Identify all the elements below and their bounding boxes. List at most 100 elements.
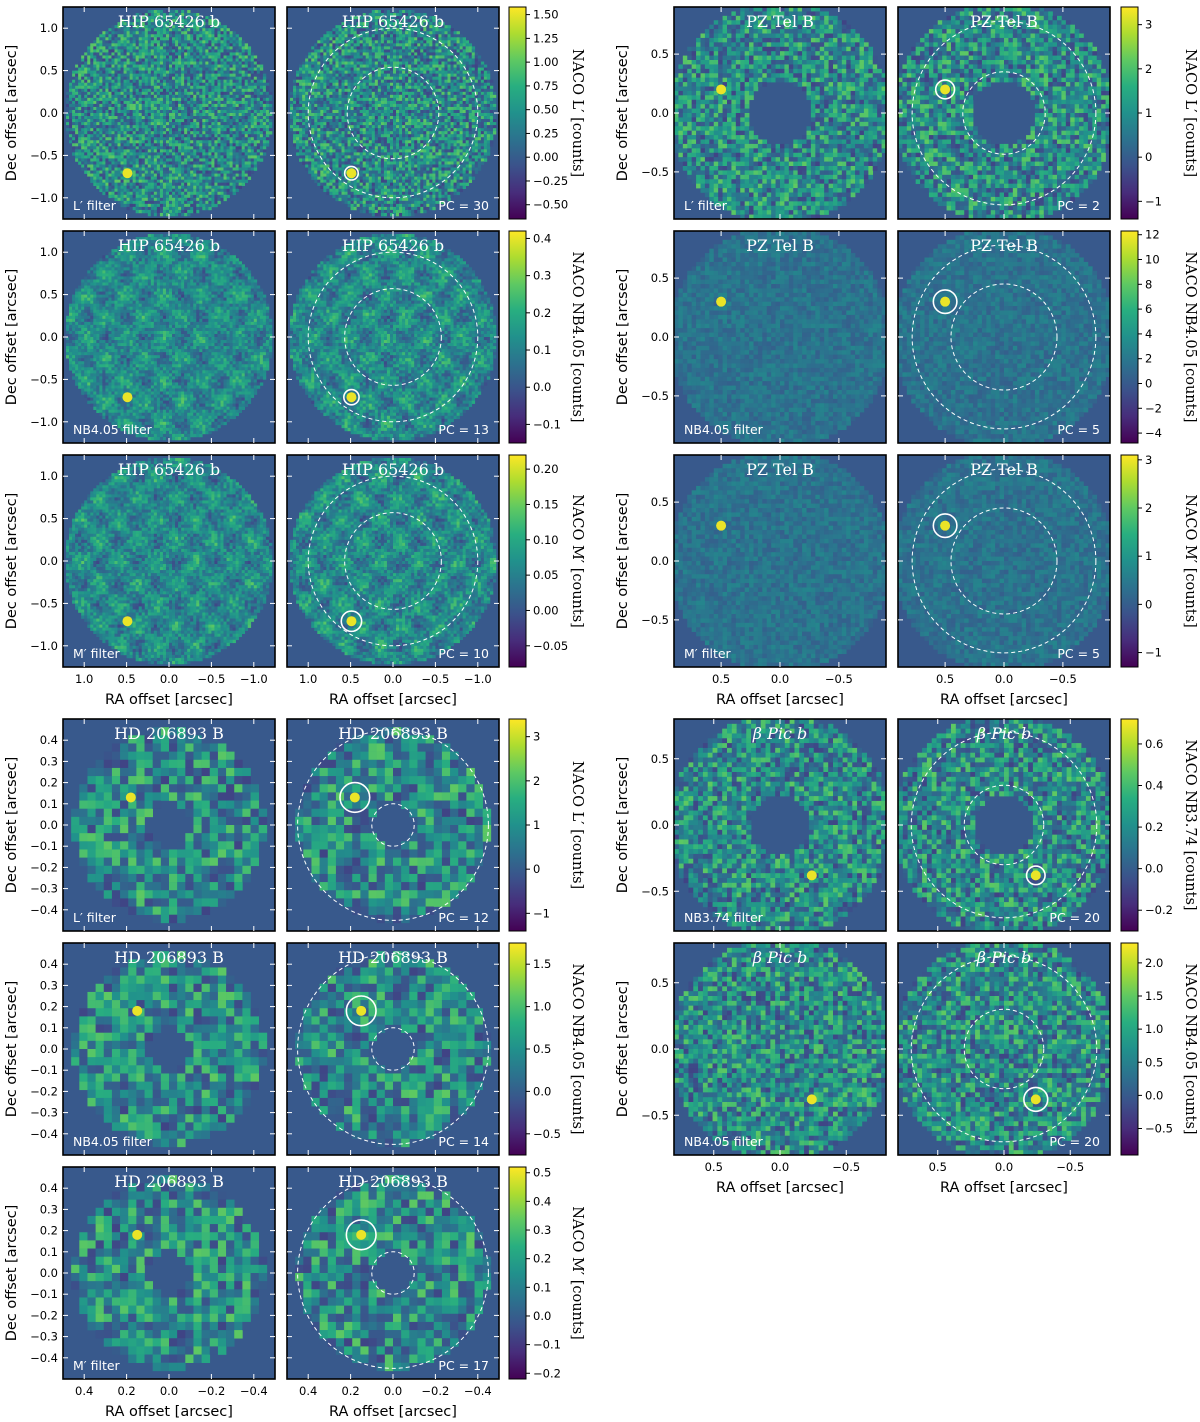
- colorbar-tick-label: 0: [1145, 150, 1152, 164]
- figure-row: PZ Tel B NB4.05 filter 0.5 0.0 −0.5 Dec offse…: [615, 228, 1198, 444]
- colorbar-tick-label: 0.4: [1145, 779, 1163, 793]
- colorbar: 0.5 0.4 0.3 0.2 0.1 0.0 −0.1 −0.2 NACO M′ [count…: [508, 1166, 585, 1380]
- residual-panel: HD 206893 B PC = 17 0.4 0.2 0.0 −0.2 −0.4 RA of…: [286, 1166, 500, 1420]
- annulus-ring: [911, 244, 1097, 430]
- figure-row: HIP 65426 b NB4.05 filter 1.0 0.5 0.0 −0.5 −1.…: [4, 230, 585, 444]
- colorbar-tick-label: 0.5: [533, 1042, 551, 1056]
- y-tick-label: −0.5: [641, 884, 669, 898]
- colorbar-label: NACO NB4.05 [counts]: [1182, 963, 1198, 1134]
- residual-panel: HIP 65426 b PC = 13: [286, 230, 500, 444]
- annulus-ring: [307, 27, 479, 199]
- annulus-ring: [297, 1177, 489, 1369]
- colorbar-gradient: [508, 718, 527, 932]
- y-tick-label: 0.0: [651, 554, 669, 568]
- aperture-circle: [1023, 1086, 1049, 1113]
- colorbar-label: NACO NB4.05 [counts]: [569, 963, 585, 1134]
- noise-image: [71, 727, 268, 924]
- y-tick-label: −0.3: [30, 1106, 58, 1120]
- x-tick-label: 0.2: [341, 1384, 359, 1398]
- y-tick-label: −0.5: [641, 165, 669, 179]
- detection-panel: PZ Tel B M′ filter 0.5 0.0 −0.5 0.5 0.0 −0.5 Dec…: [615, 454, 887, 708]
- aperture-circle: [1025, 865, 1046, 886]
- annulus-ring: [344, 288, 442, 386]
- aperture-circle: [343, 388, 360, 406]
- aperture-circle: [932, 289, 958, 315]
- colorbar-tick-label: 0.15: [533, 497, 559, 511]
- aperture-circle: [932, 513, 958, 539]
- residual-panel: PZ Tel B PC = 2: [897, 6, 1111, 220]
- x-tick-label: −0.2: [421, 1384, 449, 1398]
- colorbar-gradient: [1120, 942, 1139, 1156]
- aperture-circle: [339, 781, 371, 814]
- x-tick-label: −0.5: [832, 1160, 860, 1174]
- colorbar-gradient: [508, 942, 527, 1156]
- companion-source: [1030, 870, 1041, 881]
- colorbar-tick-label: 10: [1145, 253, 1160, 267]
- companion-source: [132, 1005, 143, 1016]
- companion-source: [716, 84, 727, 95]
- x-tick-label: 0.5: [705, 1160, 723, 1174]
- companion-source: [132, 1229, 143, 1240]
- y-axis-label: Dec offset [arcsec]: [4, 981, 20, 1118]
- y-tick-label: 0.5: [40, 288, 58, 302]
- pc-label: PC = 5: [1057, 422, 1100, 437]
- x-tick-label: −0.5: [825, 672, 853, 686]
- x-axis-label: RA offset [arcsec]: [329, 692, 457, 708]
- filter-label: L′ filter: [73, 198, 117, 213]
- companion-source: [349, 792, 360, 803]
- detection-panel: β Pic b NB4.05 filter 0.5 0.0 −0.5 0.5 0.0 −0.5…: [615, 942, 887, 1196]
- colorbar-tick-label: −0.5: [533, 1127, 561, 1141]
- colorbar-tick-label: 0.4: [533, 231, 551, 245]
- x-axis-label: RA offset [arcsec]: [105, 692, 233, 708]
- y-tick-label: 0.5: [651, 47, 669, 61]
- annulus-ring: [344, 512, 442, 610]
- y-tick-label: 0.3: [40, 754, 58, 768]
- colorbar-tick-label: −1: [1145, 194, 1162, 208]
- colorbar-tick-label: 3: [533, 730, 540, 744]
- colorbar-label: NACO M′ [counts]: [1182, 494, 1198, 628]
- target-group-2: HD 206893 B L′ filter 0.4 0.3 0.2 0.1 0.0 −0.1 −…: [4, 718, 585, 1420]
- panel-title: β Pic b: [752, 724, 808, 743]
- colorbar-tick-label: 0.5: [1145, 1055, 1163, 1069]
- x-tick-label: 0.5: [929, 1160, 947, 1174]
- annulus-ring: [297, 729, 489, 921]
- y-tick-label: −0.2: [30, 1308, 58, 1322]
- y-axis-label: Dec offset [arcsec]: [4, 757, 20, 894]
- colorbar-tick-label: −0.1: [533, 417, 561, 431]
- detection-panel: PZ Tel B NB4.05 filter 0.5 0.0 −0.5 Dec offse…: [615, 230, 887, 444]
- y-axis-label: Dec offset [arcsec]: [615, 493, 631, 630]
- y-tick-label: −0.1: [30, 1063, 58, 1077]
- pc-label: PC = 2: [1057, 198, 1100, 213]
- x-axis-label: RA offset [arcsec]: [940, 692, 1068, 708]
- noise-image: [66, 234, 273, 441]
- companion-source: [940, 296, 951, 307]
- y-tick-label: 0.5: [651, 495, 669, 509]
- colorbar-label: NACO NB3.74 [counts]: [1182, 739, 1198, 910]
- y-tick-label: 0.0: [40, 818, 58, 832]
- annulus-ring: [371, 803, 415, 847]
- colorbar-tick-label: 0.00: [533, 150, 559, 164]
- y-tick-label: 1.0: [40, 245, 58, 259]
- x-tick-label: 0.0: [995, 672, 1013, 686]
- x-tick-label: −0.2: [197, 1384, 225, 1398]
- y-tick-label: 0.5: [40, 64, 58, 78]
- colorbar-label: NACO NB4.05 [counts]: [1182, 251, 1198, 422]
- noise-image: [898, 943, 1110, 1155]
- panel-title: PZ Tel B: [970, 236, 1038, 255]
- noise-image: [674, 719, 886, 931]
- colorbar-tick-label: 1.0: [1145, 1022, 1163, 1036]
- figure-row: HIP 65426 b M′ filter 1.0 0.5 0.0 −0.5 −1.0 1.0…: [4, 454, 585, 708]
- colorbar-tick-label: 3: [1145, 18, 1152, 32]
- noise-image: [674, 943, 886, 1155]
- annulus-ring: [910, 731, 1098, 919]
- y-tick-label: 0.4: [40, 957, 58, 971]
- x-tick-label: 0.0: [771, 1160, 789, 1174]
- y-tick-label: 0.5: [40, 512, 58, 526]
- panel-title: HIP 65426 b: [118, 12, 220, 31]
- annulus-ring: [346, 66, 440, 160]
- figure-row: β Pic b NB3.74 filter 0.5 0.0 −0.5 Dec offset…: [615, 718, 1198, 932]
- x-tick-label: 0.0: [384, 672, 402, 686]
- panel-title: HD 206893 B: [114, 948, 224, 967]
- filter-label: L′ filter: [73, 910, 117, 925]
